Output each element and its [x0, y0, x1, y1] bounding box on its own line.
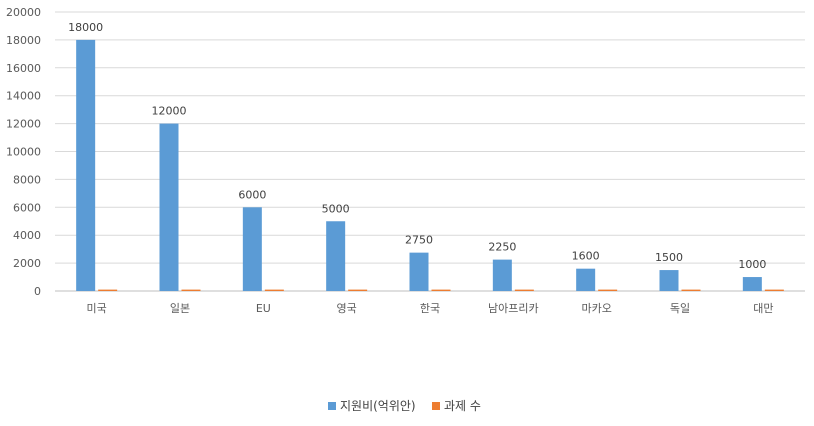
data-label: 1000: [738, 258, 766, 271]
bar-support-cost: [409, 252, 429, 291]
legend-swatch: [432, 402, 440, 410]
data-label: 18000: [68, 21, 103, 34]
data-label: 1600: [572, 250, 600, 263]
bar-project-count: [681, 289, 701, 291]
bar-support-cost: [659, 270, 679, 291]
data-label: 12000: [152, 105, 187, 118]
y-tick-label: 14000: [6, 90, 41, 103]
data-label: 5000: [322, 202, 350, 215]
x-tick-label: 일본: [170, 301, 190, 315]
bar-support-cost: [576, 268, 596, 291]
x-tick-label: 마카오: [581, 302, 611, 315]
y-tick-label: 12000: [6, 118, 41, 131]
y-axis-ticks: 0 2000 4000 6000 8000 10000 12000 14000 16000 180…: [6, 6, 41, 298]
bar-support-cost: [242, 207, 262, 291]
bar-support-cost: [742, 277, 762, 291]
x-tick-label: EU: [256, 302, 271, 315]
bar-support-cost: [326, 221, 346, 291]
data-label: 1500: [655, 251, 683, 264]
bar-project-count: [514, 289, 534, 291]
y-tick-label: 8000: [13, 173, 41, 186]
bar-project-count: [764, 289, 784, 291]
legend-swatch: [328, 402, 336, 410]
x-tick-label: 한국: [420, 302, 440, 315]
y-tick-label: 4000: [13, 229, 41, 242]
bar-project-count: [431, 289, 451, 291]
y-tick-label: 18000: [6, 34, 41, 47]
x-tick-label: 남아프리카: [488, 302, 539, 315]
bar-project-count: [98, 289, 118, 291]
bar-project-count: [598, 289, 618, 291]
legend: 지원비(억위안) 과제 수: [328, 399, 481, 413]
bars: [76, 39, 784, 292]
x-tick-label: 영국: [337, 302, 357, 315]
data-label: 2250: [488, 241, 516, 254]
legend-label: 지원비(억위안): [340, 399, 416, 413]
gridlines: [55, 11, 805, 292]
x-tick-label: 대만: [753, 302, 773, 315]
x-tick-label: 독일: [670, 301, 690, 315]
y-tick-label: 16000: [6, 62, 41, 75]
x-tick-label: 미국: [87, 302, 107, 315]
y-tick-label: 0: [34, 285, 41, 298]
bar-support-cost: [159, 123, 179, 291]
bar-project-count: [348, 289, 368, 291]
legend-label: 과제 수: [444, 399, 481, 413]
y-tick-label: 6000: [13, 201, 41, 214]
y-tick-label: 20000: [6, 6, 41, 19]
data-label: 2750: [405, 234, 433, 247]
data-label: 6000: [238, 188, 266, 201]
x-axis-ticks: 미국 일본 EU 영국 한국 남아프리카 마카오 독일 대만: [87, 301, 774, 315]
bar-project-count: [181, 289, 201, 291]
bar-project-count: [264, 289, 284, 291]
y-tick-label: 10000: [6, 146, 41, 159]
bar-support-cost: [492, 259, 512, 291]
bar-support-cost: [76, 39, 96, 292]
data-labels: 18000 12000 6000 5000 2750 2250 1600 1500 1000: [68, 21, 766, 271]
y-tick-label: 2000: [13, 257, 41, 270]
